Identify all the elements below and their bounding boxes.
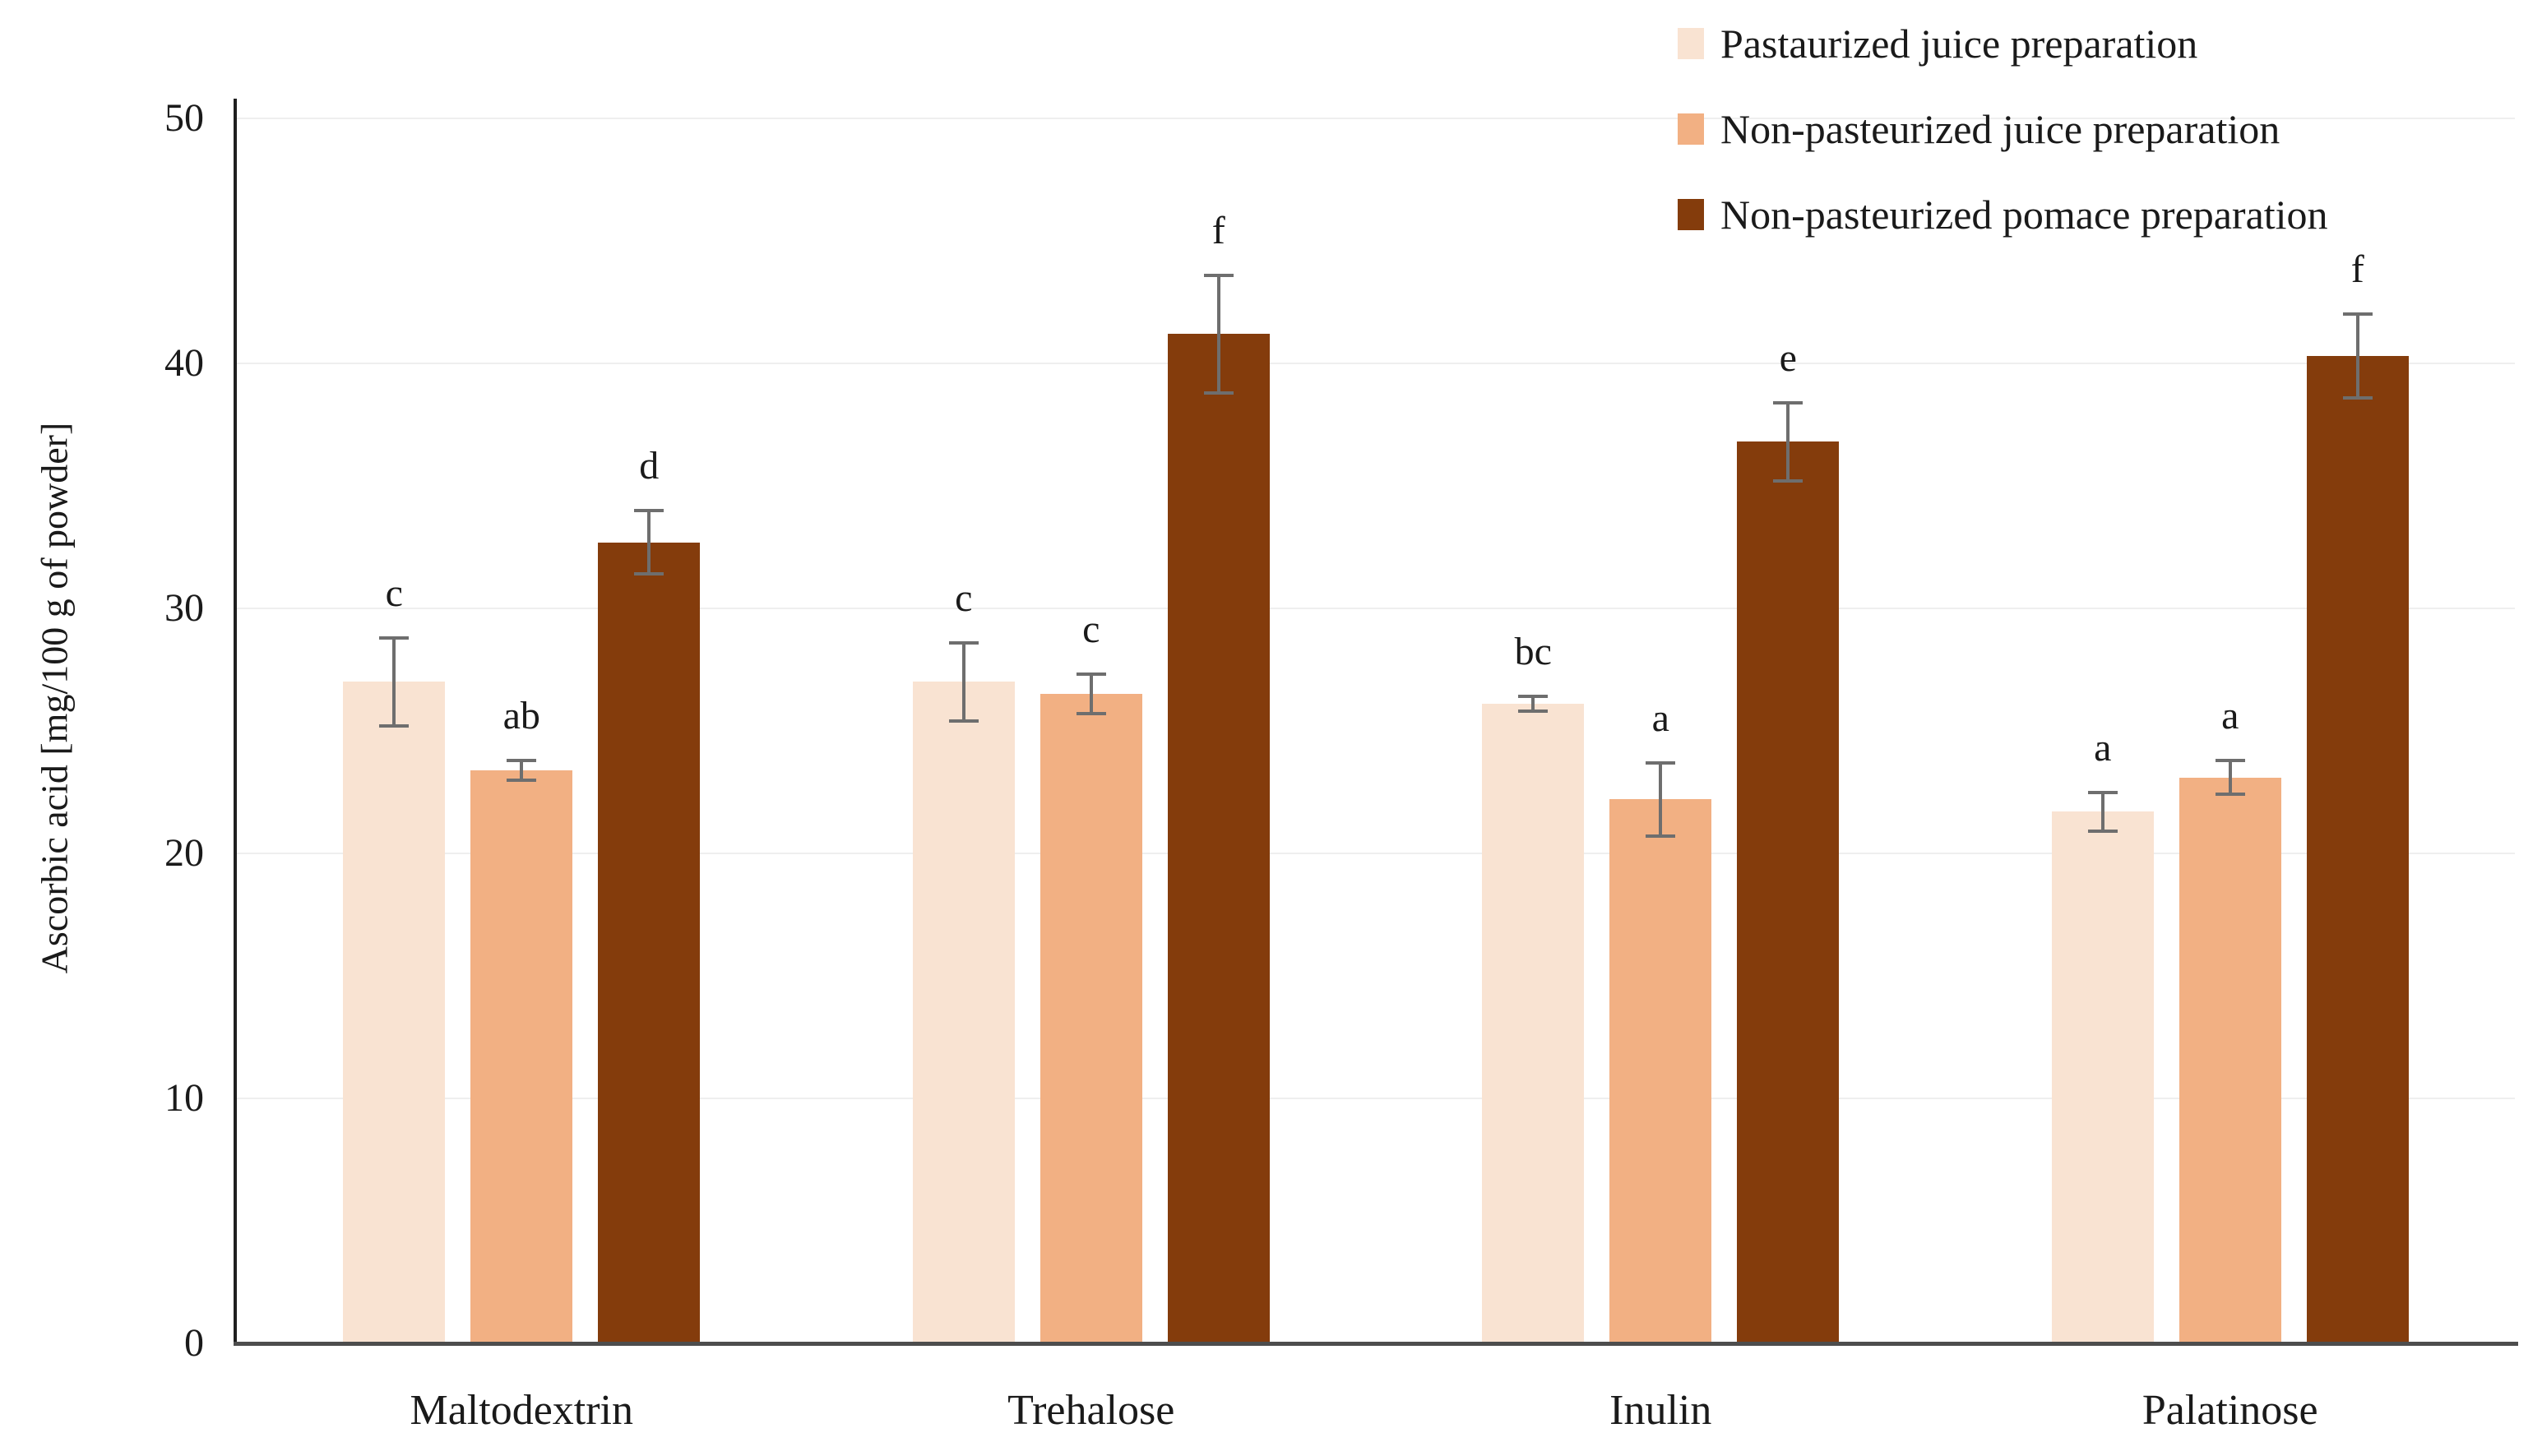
y-tick-label-50: 50 [164,96,204,140]
error-bar-cap [1646,834,1676,839]
error-bar-cap [1773,479,1803,483]
legend-label-2: Non-pasteurized juice preparation [1720,106,2280,152]
error-bar-cap [507,778,537,782]
legend-swatch-1 [1678,28,1704,59]
legend: Pastaurized juice preparation Non-pasteur… [1678,15,2328,243]
significance-letter: c [955,575,973,620]
error-bar [392,637,396,727]
legend-item-2: Non-pasteurized juice preparation [1678,100,2328,158]
significance-letter: d [639,443,660,488]
error-bar [1531,696,1535,712]
category-label-maltodextrin: Maltodextrin [410,1387,634,1434]
gridline-40 [237,363,2515,364]
legend-label-1: Pastaurized juice preparation [1720,21,2198,67]
error-bar [520,760,524,780]
error-bar-cap [948,719,979,723]
error-bar-cap [1203,391,1234,395]
y-tick-label-10: 10 [164,1076,204,1120]
error-bar-cap [379,724,410,728]
error-bar [961,642,965,722]
bar-inulin-series3 [1737,441,1840,1343]
y-tick-label-0: 0 [184,1321,204,1365]
error-bar-cap [1076,673,1106,677]
error-bar-cap [1773,400,1803,404]
legend-swatch-2 [1678,113,1704,145]
bar-maltodextrin-series3 [598,542,701,1343]
gridline-50 [237,118,2515,119]
significance-letter: c [1082,608,1100,652]
error-bar [1216,275,1220,393]
plot-area: c ab d c c f bc a e a a f [237,118,2515,1343]
bar-palatinose-series1 [2051,811,2154,1343]
y-tick-label-30: 30 [164,586,204,630]
category-label-trehalose: Trehalose [1007,1387,1175,1434]
error-bar-cap [2342,395,2373,400]
y-tick-label-40: 40 [164,341,204,385]
significance-letter: a [2221,693,2239,737]
bar-trehalose-series2 [1039,694,1142,1343]
error-bar [1786,402,1790,482]
error-bar-cap [2215,758,2245,762]
y-axis-line [234,99,237,1343]
error-bar-cap [2087,790,2118,794]
significance-letter: f [2350,247,2364,292]
significance-letter: bc [1514,630,1552,674]
error-bar-cap [1646,760,1676,765]
x-axis-line [234,1342,2518,1346]
bar-trehalose-series1 [912,682,1015,1343]
significance-letter: ab [502,693,540,737]
y-tick-label-20: 20 [164,831,204,875]
bar-maltodextrin-series2 [470,770,573,1343]
error-bar-cap [1518,695,1549,699]
error-bar [1659,762,1663,837]
error-bar [2100,792,2104,832]
error-bar-cap [507,758,537,762]
significance-letter: f [1211,208,1225,252]
error-bar-cap [379,636,410,640]
legend-item-1: Pastaurized juice preparation [1678,15,2328,72]
error-bar-cap [2342,312,2373,317]
bar-palatinose-series2 [2179,777,2281,1343]
gridline-20 [237,853,2515,854]
error-bar-cap [634,508,664,512]
significance-letter: e [1779,335,1797,380]
error-bar-cap [2087,830,2118,834]
bar-inulin-series1 [1482,704,1585,1343]
error-bar [2228,760,2232,795]
category-label-palatinose: Palatinose [2141,1387,2318,1434]
legend-item-3: Non-pasteurized pomace preparation [1678,186,2328,243]
error-bar [1089,674,1093,714]
y-axis-title: Ascorbic acid [mg/100 g of powder] [33,422,76,974]
error-bar-cap [948,640,979,645]
legend-swatch-3 [1678,199,1704,230]
gridline-10 [237,1098,2515,1099]
error-bar-cap [1076,712,1106,716]
significance-letter: a [2094,725,2112,770]
significance-letter: c [385,571,403,615]
error-bar-cap [634,572,664,576]
error-bar [2355,314,2359,398]
significance-letter: a [1651,696,1669,740]
legend-label-3: Non-pasteurized pomace preparation [1720,192,2328,238]
bar-inulin-series2 [1609,799,1712,1343]
bar-trehalose-series3 [1167,334,1270,1343]
error-bar-cap [2215,793,2245,797]
gridline-30 [237,608,2515,609]
error-bar-cap [1203,273,1234,277]
bar-palatinose-series3 [2306,356,2409,1343]
bar-maltodextrin-series1 [343,682,446,1343]
error-bar [647,510,651,575]
error-bar-cap [1518,710,1549,714]
category-label-inulin: Inulin [1609,1387,1712,1434]
